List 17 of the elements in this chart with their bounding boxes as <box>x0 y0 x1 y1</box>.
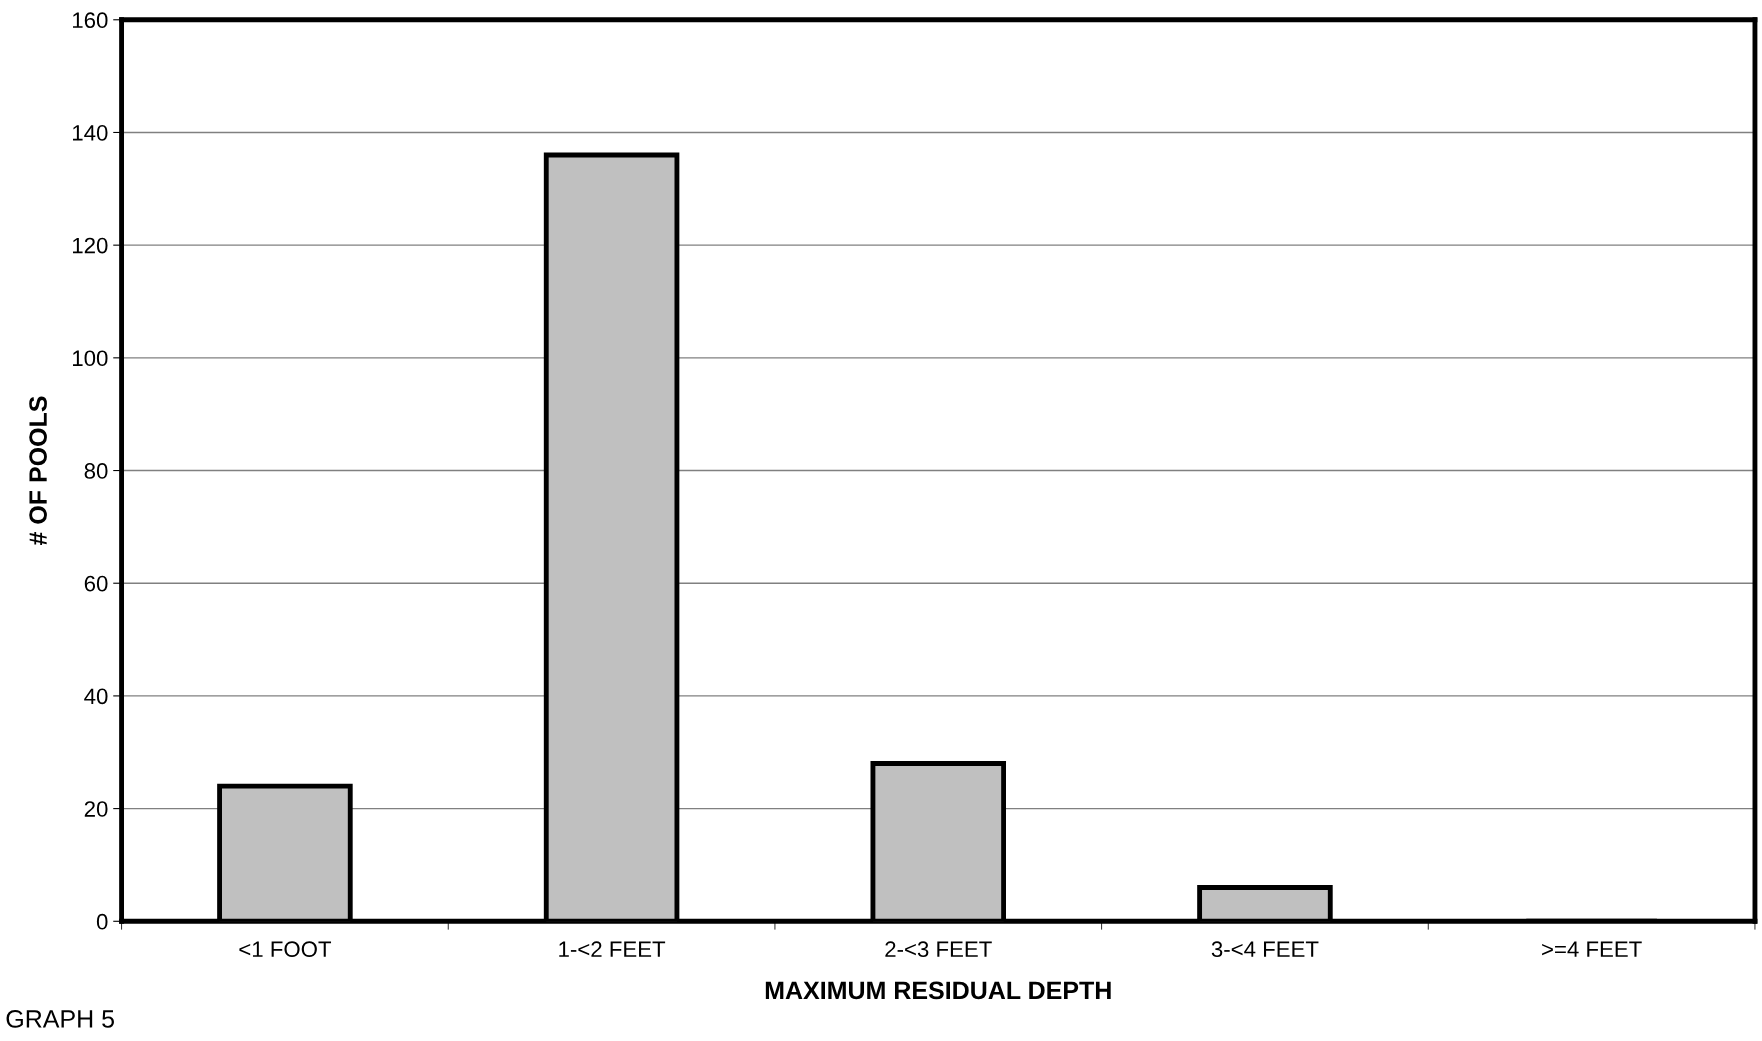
y-tick-label: 0 <box>96 913 108 930</box>
x-tick-label: 2-<3 FEET <box>885 941 992 958</box>
y-tick-label: 160 <box>73 12 108 29</box>
y-tick-label: 80 <box>84 463 108 479</box>
x-tick-label: 1-<2 FEET <box>559 941 666 957</box>
y-tick-label: 100 <box>73 350 108 367</box>
x-tick-label: <1 FOOT <box>239 941 332 958</box>
x-tick-label: 3-<4 FEET <box>1211 941 1319 958</box>
x-axis-title: MAXIMUM RESIDUAL DEPTH <box>765 981 1111 1000</box>
y-tick-label: 140 <box>73 125 108 141</box>
y-tick-label: 40 <box>84 688 108 705</box>
y-tick-label: 120 <box>73 237 108 254</box>
y-axis-title: # OF POOLS <box>29 396 47 546</box>
caption: GRAPH 5 <box>6 1010 114 1028</box>
x-tick-label: >=4 FEET <box>1542 941 1642 957</box>
y-tick-label: 60 <box>84 575 108 592</box>
y-tick-label: 20 <box>84 801 108 817</box>
